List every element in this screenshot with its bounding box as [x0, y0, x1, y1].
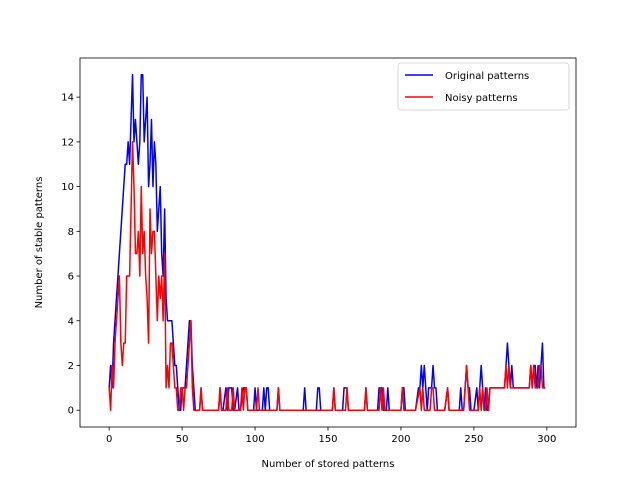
- x-tick-label: 200: [391, 434, 410, 445]
- y-tick-label: 12: [61, 137, 74, 148]
- series-line-1: [108, 141, 546, 411]
- legend-box: [397, 62, 570, 111]
- legend: Original patterns Noisy patterns: [397, 62, 570, 111]
- y-tick-label: 2: [68, 361, 74, 372]
- y-axis-ticks: 0 2 4 6 8 10 12 14: [61, 93, 80, 417]
- y-tick-label: 4: [68, 316, 74, 327]
- y-tick-label: 6: [68, 272, 74, 283]
- y-axis-title: Number of stable patterns: [34, 177, 45, 309]
- x-tick-label: 100: [246, 434, 265, 445]
- series-layer: [108, 74, 546, 411]
- y-tick-label: 0: [68, 406, 74, 417]
- x-tick-label: 300: [537, 434, 556, 445]
- y-tick-label: 14: [61, 93, 74, 104]
- legend-label-0: Original patterns: [445, 71, 529, 82]
- legend-label-1: Noisy patterns: [445, 93, 518, 104]
- x-tick-label: 150: [318, 434, 337, 445]
- x-tick-label: 50: [176, 434, 189, 445]
- y-tick-label: 10: [61, 182, 74, 193]
- y-tick-label: 8: [68, 227, 74, 238]
- x-axis-ticks: 0 50 100 150 200 250 300: [106, 427, 556, 445]
- x-tick-label: 0: [106, 434, 112, 445]
- x-tick-label: 250: [464, 434, 483, 445]
- x-axis-title: Number of stored patterns: [262, 459, 395, 470]
